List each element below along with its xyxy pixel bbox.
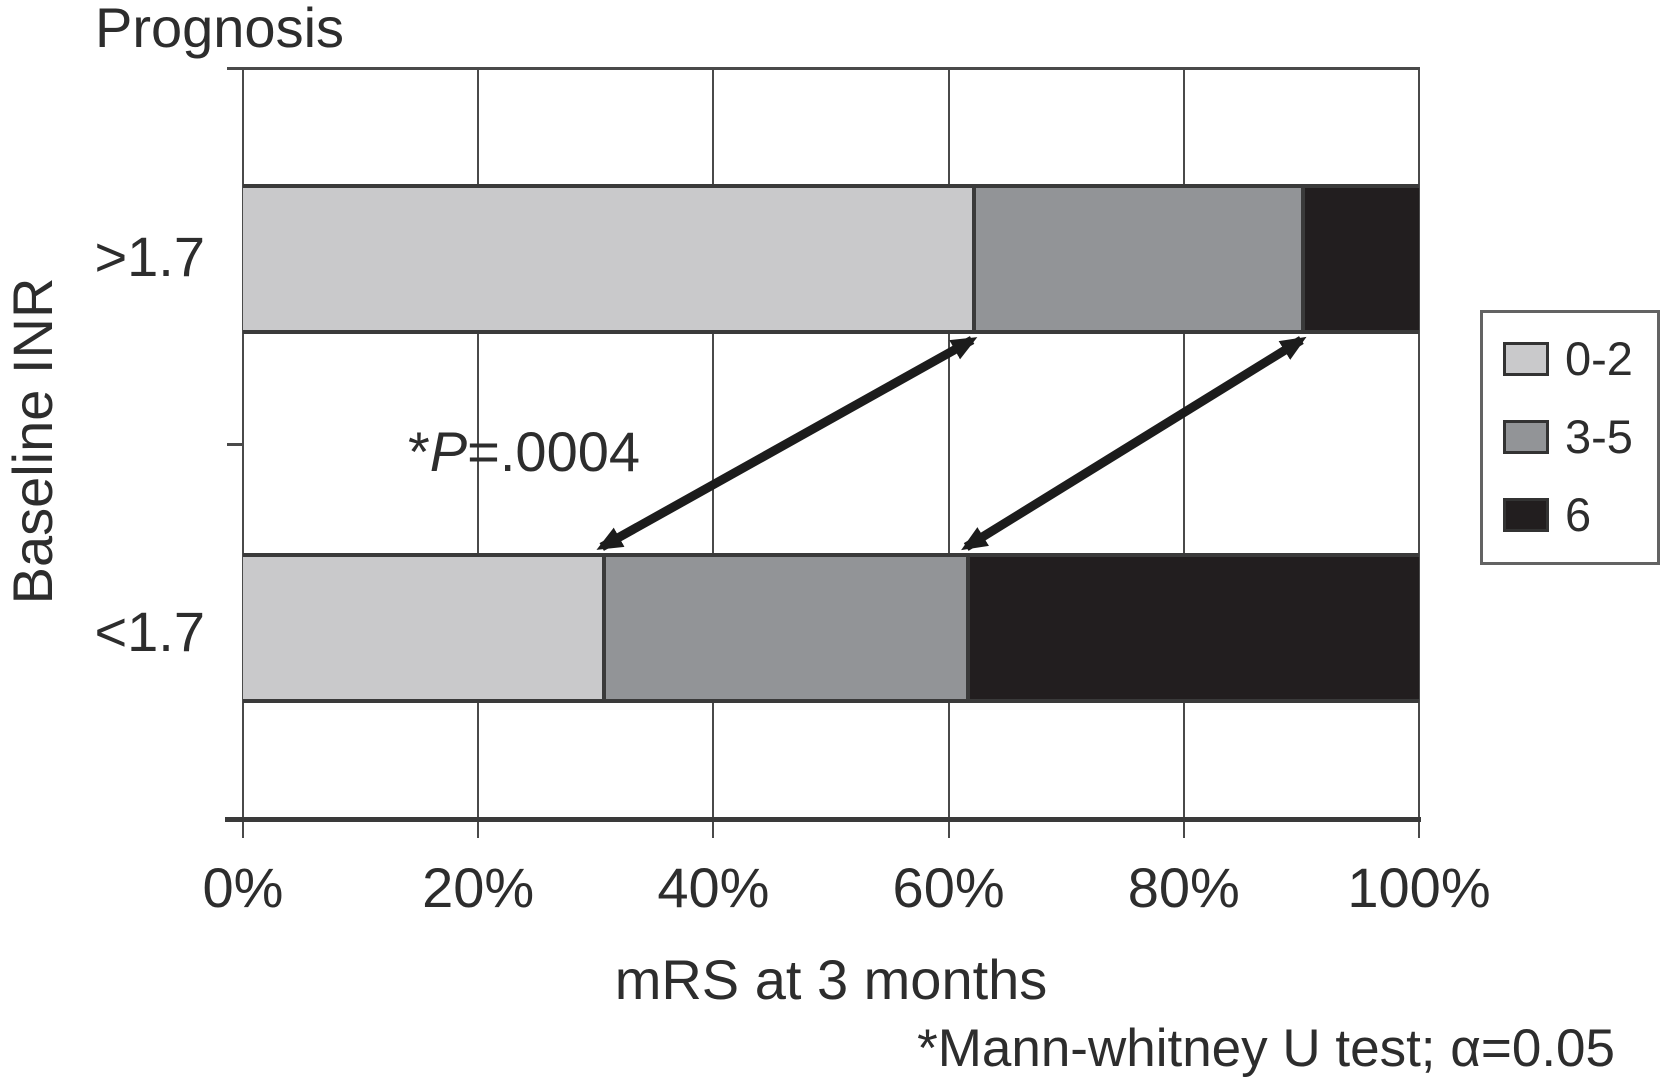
segment->1.7-mrs-3-5 <box>972 188 1302 330</box>
x-tick-label-60%: 60% <box>892 856 1005 919</box>
legend-swatch-3-5 <box>1503 419 1549 454</box>
segment-<1.7-mrs-6 <box>966 557 1419 699</box>
x-tick-label-0%: 0% <box>202 856 284 919</box>
p-value-symbol: P <box>429 420 468 483</box>
gridline-100% <box>1418 67 1420 838</box>
arrow-lines <box>596 336 1307 551</box>
legend-entry-3-5: 3-5 <box>1503 413 1657 460</box>
gridline-20% <box>477 67 480 838</box>
y-axis-label: Baseline INR <box>1 277 64 605</box>
p-value-annotation: *P=.0004 <box>408 424 640 480</box>
x-tick-label-100%: 100% <box>1347 856 1491 919</box>
shift-arrow-1 <box>596 336 978 551</box>
legend: 0-2 3-5 6 <box>1480 310 1660 565</box>
legend-entry-0-2: 0-2 <box>1503 335 1657 382</box>
segment-<1.7-mrs-3-5 <box>601 557 967 699</box>
gridline-0% <box>242 67 244 838</box>
x-tick-label-20%: 20% <box>422 856 535 919</box>
legend-label-6: 6 <box>1565 488 1592 541</box>
shift-arrows <box>596 336 1307 551</box>
category-label-lt17: <1.7 <box>94 600 205 663</box>
legend-label-0-2: 0-2 <box>1565 332 1633 385</box>
legend-entry-6: 6 <box>1503 491 1657 538</box>
bar->1.7 <box>243 184 1419 334</box>
p-value-number: =.0004 <box>467 420 640 483</box>
x-tick-label-40%: 40% <box>657 856 770 919</box>
footnote: *Mann-whitney U test; α=0.05 <box>917 1019 1615 1078</box>
x-axis-label: mRS at 3 months <box>614 948 1048 1011</box>
plot-top-border <box>227 67 1419 70</box>
bar-<1.7 <box>243 553 1419 703</box>
legend-swatch-0-2 <box>1503 341 1549 376</box>
segment->1.7-mrs-0-2 <box>243 188 973 330</box>
x-tick-label-80%: 80% <box>1127 856 1240 919</box>
legend-swatch-6 <box>1503 497 1549 532</box>
shift-arrow-2 <box>961 336 1307 551</box>
category-label-gt17: >1.7 <box>94 225 205 288</box>
p-value-star: * <box>408 420 430 483</box>
y-axis-mid-tick <box>227 443 243 446</box>
legend-label-3-5: 3-5 <box>1565 410 1633 463</box>
segment->1.7-mrs-6 <box>1301 188 1419 330</box>
segment-<1.7-mrs-0-2 <box>243 557 602 699</box>
chart-title: Prognosis <box>95 0 345 59</box>
x-tick-labels: 0% 20% 40% 60% 80% 100% <box>203 856 1491 920</box>
x-axis-line <box>225 817 1421 822</box>
plot-area <box>225 67 1421 838</box>
